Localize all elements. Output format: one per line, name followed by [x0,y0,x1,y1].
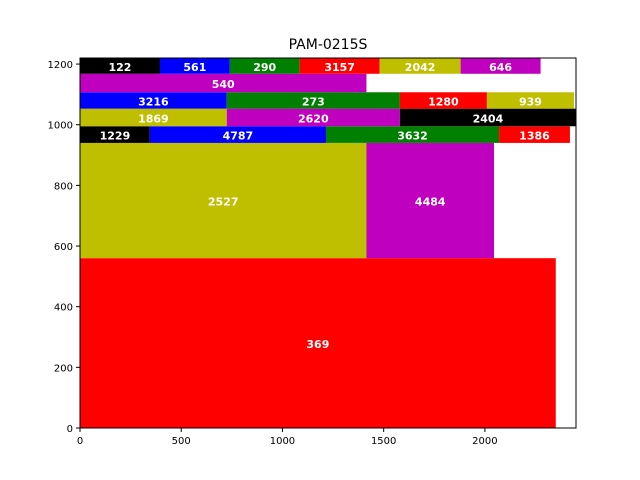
x-tick-label-3: 1500 [371,436,396,447]
treemap-label-10: 3216 [138,95,169,108]
treemap-label-11: 273 [302,95,325,108]
y-axis-ticks: 0 200 400 600 800 1000 1200 [48,60,80,435]
treemap-label-12: 1280 [428,95,459,108]
treemap-label-3: 1229 [100,130,131,143]
treemap-rect-13 [486,92,574,109]
treemap-rect-14 [80,73,367,93]
treemap-label-0: 369 [306,338,329,351]
treemap-rect-2 [366,142,495,259]
treemap-label-9: 2404 [473,112,504,125]
treemap-label-17: 290 [253,61,276,74]
treemap-label-18: 3157 [324,61,355,74]
y-tick-label-1: 200 [54,363,73,374]
x-tick-label-1: 500 [172,436,191,447]
treemap-rect-11 [226,92,400,109]
plot-frame [79,57,577,429]
treemap-rect-3 [80,126,150,143]
y-tick-label-5: 1000 [48,121,73,132]
treemap-label-8: 2620 [298,112,329,125]
treemap-rect-10 [80,92,227,109]
x-axis-ticks: 0 500 1000 1500 2000 [77,428,498,447]
treemap-rect-6 [499,126,570,143]
y-tick-label-2: 400 [54,303,73,314]
x-tick-label-2: 1000 [270,436,295,447]
y-tick-label-6: 1200 [48,60,73,71]
treemap-rect-15 [80,58,160,74]
rects-layer [80,58,576,428]
x-tick-label-0: 0 [77,436,83,447]
treemap-rect-18 [299,58,380,74]
treemap-label-5: 3632 [397,130,428,143]
treemap-label-16: 561 [183,61,206,74]
treemap-rect-16 [159,58,230,74]
y-tick-label-3: 600 [54,242,73,253]
treemap-rect-19 [379,58,461,74]
treemap-rect-7 [80,108,227,127]
treemap-label-6: 1386 [519,130,550,143]
treemap-rect-4 [149,126,326,143]
treemap-rect-1 [80,142,367,259]
treemap-rect-5 [325,126,500,143]
treemap-label-4: 4787 [223,130,254,143]
treemap-rect-8 [226,108,400,127]
treemap-label-14: 540 [212,78,235,91]
treemap-label-15: 122 [108,61,131,74]
y-tick-label-0: 0 [67,424,73,435]
chart-title: PAM-0215S [289,37,368,53]
x-tick-label-4: 2000 [472,436,497,447]
treemap-rect-20 [460,58,541,74]
treemap-label-19: 2042 [405,61,436,74]
treemap-rect-17 [229,58,300,74]
treemap-label-1: 2527 [208,196,239,209]
treemap-label-2: 4484 [415,196,446,209]
treemap-rect-9 [399,108,576,127]
treemap-label-7: 1869 [138,112,169,125]
treemap-label-20: 646 [489,61,512,74]
labels-layer: 369 2527 4484 1229 4787 3632 1386 1869 2620 2404 3… [100,61,551,351]
treemap-rect-0 [80,258,556,428]
treemap-label-13: 939 [519,95,542,108]
y-tick-label-4: 800 [54,181,73,192]
treemap-rect-12 [399,92,487,109]
